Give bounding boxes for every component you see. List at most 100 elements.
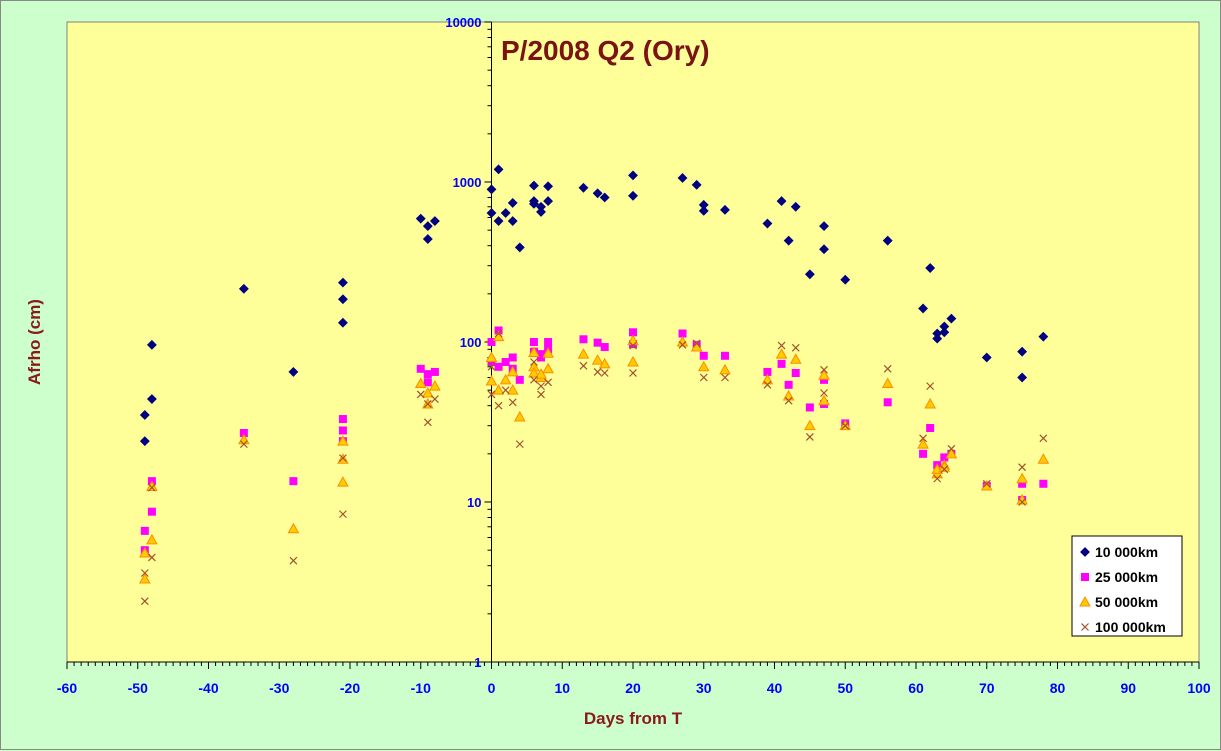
data-point-10000km: [1017, 346, 1028, 357]
data-point-100000km: [544, 378, 553, 387]
y-tick-label: 10: [467, 495, 481, 510]
legend-label-10000km: 10 000km: [1095, 544, 1158, 560]
data-point-100000km-stroke: [339, 510, 347, 519]
data-point-10000km: [946, 313, 957, 324]
data-point-10000km: [493, 164, 504, 175]
data-point-50000km: [499, 373, 512, 385]
data-point-100000km: [763, 380, 772, 389]
data-point-100000km: [487, 362, 496, 371]
data-point-100000km-stroke: [530, 358, 538, 366]
data-point-100000km: [508, 398, 517, 407]
data-point-25000km: [338, 426, 347, 435]
data-point-10000km: [238, 283, 249, 294]
data-point-100000km-stroke: [508, 398, 517, 407]
x-tick-label: 20: [625, 680, 641, 696]
data-point-100000km-stroke: [841, 421, 850, 430]
data-point-50000km: [1016, 472, 1028, 484]
data-point-50000km: [1037, 453, 1050, 464]
legend-label-50000km: 50 000km: [1095, 594, 1158, 610]
data-point-100000km-stroke: [140, 569, 149, 577]
data-point-100000km: [777, 341, 786, 350]
data-point-100000km: [947, 444, 956, 453]
data-point-100000km: [339, 454, 347, 463]
data-point-25000km: [805, 403, 814, 412]
data-point-100000km-stroke: [805, 433, 814, 441]
data-point-10000km: [529, 180, 539, 191]
data-point-100000km: [805, 433, 814, 441]
x-tick-label: 90: [1120, 680, 1136, 696]
x-tick-label: 40: [767, 680, 783, 696]
data-point-10000km: [422, 221, 433, 232]
data-point-10000km: [819, 221, 829, 232]
data-point-10000km: [415, 213, 426, 224]
legend-marker-10000km: [1080, 547, 1090, 557]
data-point-50000km: [421, 386, 434, 398]
data-point-25000km: [537, 350, 546, 359]
data-point-25000km: [423, 378, 432, 387]
data-point-10000km: [500, 208, 511, 218]
x-tick-label: 0: [488, 680, 496, 696]
data-point-100000km-stroke: [629, 369, 637, 377]
data-point-10000km: [939, 327, 950, 338]
data-point-100000km-stroke: [147, 553, 156, 562]
data-point-10000km: [536, 207, 546, 217]
data-point-100000km-stroke: [678, 340, 687, 349]
y-axis-label: Afrho (cm): [25, 299, 44, 385]
data-point-10000km: [139, 436, 150, 447]
data-point-100000km: [501, 386, 510, 395]
data-point-100000km-stroke: [239, 440, 248, 449]
y-tick-label: 1: [474, 655, 481, 670]
data-point-50000km: [789, 353, 802, 364]
data-point-25000km: [289, 477, 298, 486]
data-point-10000km: [720, 204, 730, 215]
data-point-25000km: [140, 526, 149, 535]
data-point-50000km: [506, 384, 519, 395]
data-point-100000km-stroke: [593, 368, 602, 376]
data-point-100000km: [699, 373, 708, 382]
data-point-100000km-stroke: [947, 444, 956, 453]
data-point-100000km: [629, 341, 637, 350]
data-point-50000km: [337, 476, 349, 487]
data-point-100000km: [1039, 434, 1048, 443]
data-point-10000km: [698, 205, 709, 216]
x-tick-label: -60: [57, 680, 77, 696]
data-point-25000km: [777, 359, 786, 368]
data-point-100000km: [239, 440, 248, 449]
data-point-100000km: [530, 375, 538, 384]
data-point-50000km: [917, 438, 929, 449]
data-point-100000km-stroke: [1018, 498, 1027, 506]
data-point-100000km: [820, 365, 828, 374]
data-point-100000km: [926, 382, 935, 391]
data-point-50000km: [591, 354, 604, 365]
data-point-25000km: [784, 380, 793, 389]
data-point-25000km: [501, 357, 510, 366]
data-point-100000km: [147, 483, 156, 492]
data-point-100000km-stroke: [600, 369, 609, 377]
data-point-50000km: [485, 351, 498, 363]
data-point-10000km: [783, 235, 794, 246]
data-point-100000km: [940, 465, 949, 474]
data-point-25000km: [239, 428, 248, 437]
data-point-100000km-stroke: [982, 479, 991, 488]
data-point-10000km: [493, 216, 504, 226]
x-tick-label: 10: [554, 680, 570, 696]
data-point-100000km-stroke: [494, 329, 503, 338]
data-point-100000km: [579, 361, 588, 370]
data-point-100000km-stroke: [537, 390, 545, 399]
data-point-50000km: [513, 410, 526, 422]
data-point-10000km: [578, 182, 589, 193]
data-point-25000km: [544, 338, 553, 346]
x-tick-label: 100: [1187, 680, 1211, 696]
data-point-25000km: [926, 424, 935, 433]
data-point-100000km-stroke: [784, 396, 793, 405]
data-point-100000km-stroke: [515, 440, 524, 449]
data-point-100000km: [494, 329, 503, 338]
data-point-100000km: [692, 339, 701, 348]
data-point-10000km: [338, 294, 348, 305]
data-point-25000km: [338, 415, 347, 424]
data-point-100000km: [721, 373, 729, 382]
data-point-10000km: [1017, 372, 1028, 383]
data-point-25000km: [820, 375, 829, 384]
data-point-25000km: [494, 362, 503, 371]
